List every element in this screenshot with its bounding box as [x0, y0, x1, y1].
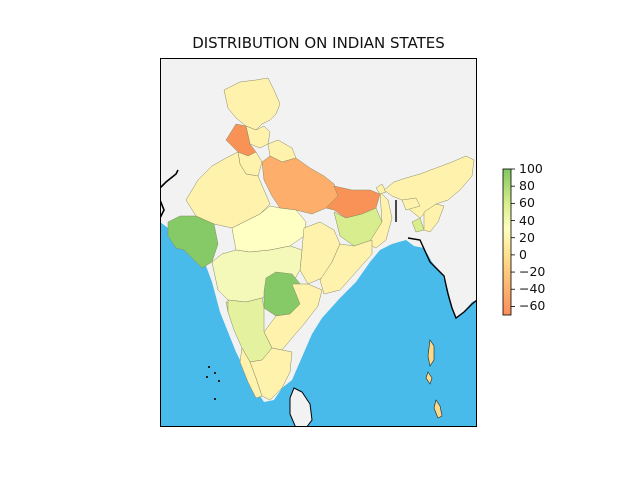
map-frame [160, 58, 477, 427]
state-sikkim [375, 183, 387, 195]
colorbar-gradient [502, 168, 512, 316]
colorbar-tick-label: −40 [519, 281, 546, 297]
state-east-hills [423, 203, 445, 233]
state-regions [167, 77, 475, 419]
state-jammu-kashmir [223, 77, 281, 131]
colorbar-tick-label: 20 [519, 229, 535, 245]
state-andaman-nicobar [425, 339, 443, 419]
map-title: DISTRIBUTION ON INDIAN STATES [192, 34, 445, 52]
state-tamil-nadu [249, 347, 293, 401]
colorbar-tick-label: 60 [519, 195, 535, 211]
colorbar-ticks [511, 168, 515, 307]
state-himachal [245, 125, 271, 149]
coastline-east [395, 200, 477, 320]
coastline-west [160, 169, 179, 219]
state-odisha [319, 239, 373, 295]
colorbar-tick-label: 100 [519, 161, 543, 176]
state-meghalaya [401, 197, 421, 211]
colorbar-tick-label: −60 [519, 298, 546, 314]
colorbar-tick-label: −20 [519, 264, 546, 280]
ocean [160, 222, 477, 427]
colorbar-tick-label: 0 [519, 246, 527, 262]
colorbar-tick-label: 80 [519, 178, 535, 194]
state-rajasthan [185, 151, 271, 229]
sri-lanka [289, 387, 313, 427]
state-gujarat [167, 215, 219, 269]
state-west-bengal [367, 191, 393, 249]
colorbar [502, 168, 515, 316]
colorbar-tick-label: 40 [519, 212, 535, 228]
